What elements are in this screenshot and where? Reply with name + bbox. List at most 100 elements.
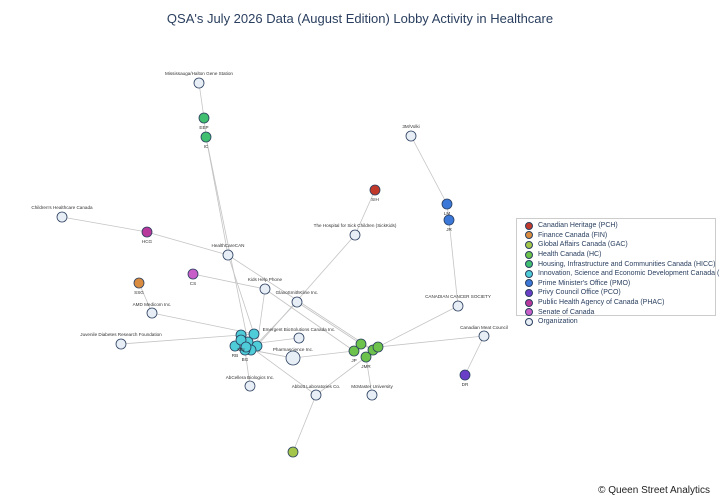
graph-node[interactable] bbox=[222, 249, 234, 261]
graph-edge bbox=[377, 305, 459, 348]
graph-node[interactable] bbox=[310, 389, 322, 401]
graph-node[interactable] bbox=[198, 112, 210, 124]
legend-label: Global Affairs Canada (GAC) bbox=[538, 241, 628, 249]
node-label: Canadian Meat Council bbox=[460, 325, 508, 330]
graph-node[interactable] bbox=[56, 211, 68, 223]
graph-edge bbox=[227, 254, 255, 335]
graph-node[interactable] bbox=[366, 389, 378, 401]
node-label: JP bbox=[351, 358, 356, 363]
node-label: Children's Healthcare Canada bbox=[31, 205, 93, 210]
legend-item[interactable]: Organization bbox=[521, 317, 711, 327]
node-label: CS bbox=[190, 281, 196, 286]
labels-layer: Mississauga/Halton Gene Station EEP IC 3M/V… bbox=[31, 71, 507, 389]
graph-node[interactable] bbox=[293, 332, 305, 344]
graph-node[interactable] bbox=[187, 268, 199, 280]
legend-swatch-icon bbox=[525, 240, 533, 249]
node-label: DR bbox=[462, 382, 469, 387]
node-label: LM bbox=[444, 211, 451, 216]
credit-text: © Queen Street Analytics bbox=[598, 485, 710, 496]
node-label: RB bbox=[232, 353, 238, 358]
legend-swatch-icon bbox=[525, 260, 533, 269]
legend-swatch-icon bbox=[525, 221, 533, 230]
graph-edge bbox=[354, 189, 376, 236]
graph-edge bbox=[256, 234, 356, 347]
legend-item[interactable]: Housing, Infrastructure and Communities … bbox=[521, 259, 715, 269]
graph-node[interactable] bbox=[355, 338, 367, 350]
legend-label: Finance Canada (FIN) bbox=[538, 231, 608, 239]
graph-edge bbox=[151, 312, 255, 335]
graph-node[interactable] bbox=[441, 198, 453, 210]
graph-node[interactable] bbox=[133, 277, 145, 289]
graph-node[interactable] bbox=[360, 351, 372, 363]
graph-node[interactable] bbox=[348, 345, 360, 357]
node-label: BG bbox=[242, 357, 249, 362]
legend-item[interactable]: Senate of Canada bbox=[521, 307, 711, 317]
node-label: SIH bbox=[371, 197, 379, 202]
legend-item[interactable]: Privy Council Office (PCO) bbox=[521, 288, 711, 298]
node-label: Abbott Laboratories Co. bbox=[292, 384, 341, 389]
graph-node[interactable] bbox=[285, 350, 301, 366]
legend-swatch-icon bbox=[525, 231, 533, 240]
graph-node[interactable] bbox=[146, 307, 158, 319]
legend-label: Public Health Agency of Canada (PHAC) bbox=[538, 299, 665, 307]
graph-edge bbox=[296, 301, 362, 345]
node-label: Emergent BioSolutions Canada Inc. bbox=[263, 327, 336, 332]
legend: Canadian Heritage (PCH) Finance Canada (F… bbox=[516, 218, 720, 326]
legend-item[interactable]: Global Affairs Canada (GAC) bbox=[521, 240, 711, 250]
node-label: Kids Help Phone bbox=[248, 277, 283, 282]
graph-node[interactable] bbox=[115, 338, 127, 350]
graph-edge bbox=[192, 273, 266, 290]
graph-edge bbox=[120, 334, 242, 345]
graph-node[interactable] bbox=[287, 446, 299, 458]
graph-node[interactable] bbox=[478, 330, 490, 342]
node-label: Mississauga/Halton Gene Station bbox=[165, 71, 233, 76]
legend-label: Organization bbox=[538, 318, 578, 326]
graph-node[interactable] bbox=[291, 296, 303, 308]
legend-item[interactable]: Prime Minister's Office (PMO) bbox=[521, 279, 711, 289]
graph-node[interactable] bbox=[240, 341, 252, 353]
legend-label: Health Canada (HC) bbox=[538, 251, 602, 259]
legend-swatch-icon bbox=[525, 288, 533, 297]
graph-node[interactable] bbox=[405, 130, 417, 142]
legend-item[interactable]: Health Canada (HC) bbox=[521, 250, 711, 260]
node-label: AMD Medicom Inc. bbox=[133, 302, 172, 307]
legend-item[interactable]: Canadian Heritage (PCH) bbox=[521, 221, 711, 231]
node-label: SSG bbox=[134, 290, 144, 295]
edges-layer bbox=[61, 82, 485, 453]
graph-edge bbox=[256, 288, 266, 347]
graph-node[interactable] bbox=[443, 214, 455, 226]
graph-node[interactable] bbox=[200, 131, 212, 143]
node-label: 3M/Volki bbox=[402, 124, 419, 129]
graph-node[interactable] bbox=[459, 369, 471, 381]
graph-edge bbox=[410, 135, 448, 205]
legend-item[interactable]: Finance Canada (FIN) bbox=[521, 231, 711, 241]
node-label: GlaxoSmithKline Inc. bbox=[276, 290, 319, 295]
legend-swatch-icon bbox=[525, 308, 533, 317]
graph-edge bbox=[377, 335, 485, 348]
graph-node[interactable] bbox=[369, 184, 381, 196]
graph-edge bbox=[205, 136, 229, 256]
graph-node[interactable] bbox=[141, 226, 153, 238]
legend-label: Prime Minister's Office (PMO) bbox=[538, 279, 631, 287]
node-label: McMaster University bbox=[351, 384, 393, 389]
legend-item[interactable]: Public Health Agency of Canada (PHAC) bbox=[521, 298, 711, 308]
graph-edge bbox=[292, 350, 355, 359]
diagram-title: QSA's July 2026 Data (August Edition) Lo… bbox=[166, 11, 554, 26]
graph-node[interactable] bbox=[244, 380, 256, 392]
legend-item[interactable]: Innovation, Science and Economic Develop… bbox=[521, 269, 720, 279]
node-label: MN bbox=[237, 347, 244, 352]
legend-label: Innovation, Science and Economic Develop… bbox=[538, 270, 720, 278]
node-label: JMR bbox=[361, 364, 371, 369]
graph-node[interactable] bbox=[452, 300, 464, 312]
graph-node[interactable] bbox=[248, 328, 260, 340]
graph-node[interactable] bbox=[349, 229, 361, 241]
graph-edge bbox=[244, 349, 251, 387]
node-label: JR bbox=[446, 227, 452, 232]
graph-node[interactable] bbox=[372, 341, 384, 353]
node-label: CANADIAN CANCER SOCIETY bbox=[425, 294, 491, 299]
legend-label: Housing, Infrastructure and Communities … bbox=[538, 260, 716, 268]
legend-swatch-icon bbox=[525, 317, 533, 326]
graph-node[interactable] bbox=[193, 77, 205, 89]
graph-node[interactable] bbox=[259, 283, 271, 295]
node-label: AbCellera Biologics Inc. bbox=[226, 375, 275, 380]
